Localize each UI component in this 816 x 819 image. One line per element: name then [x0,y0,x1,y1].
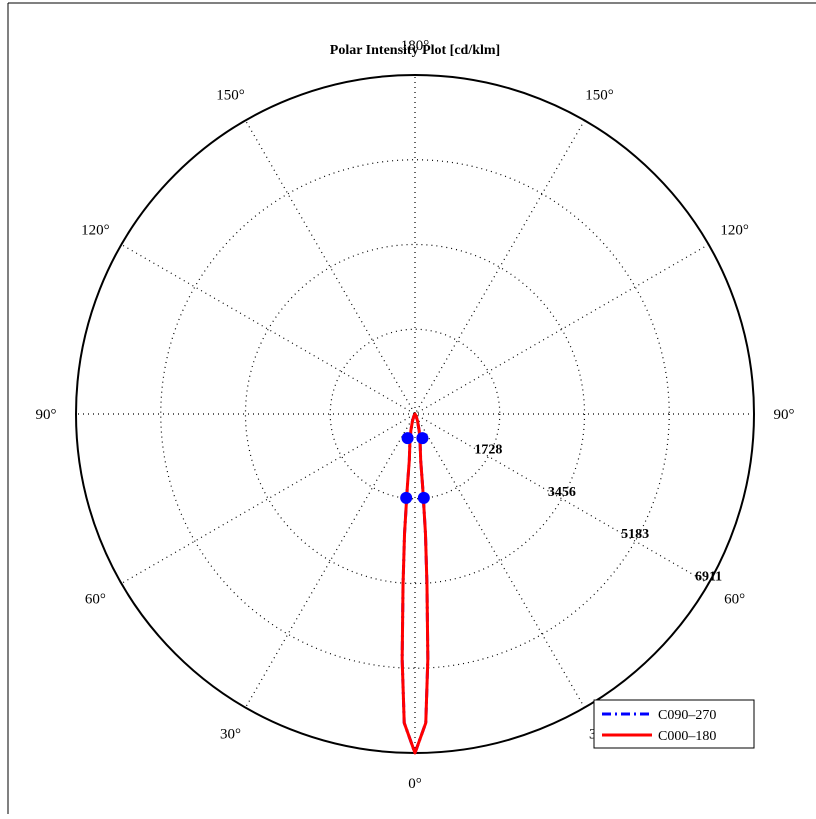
legend: C090–270 C000–180 [593,699,755,749]
ring-label-5183: 5183 [621,527,649,542]
legend-label-c000-180: C000–180 [658,729,716,744]
ring-label-6911: 6911 [695,570,722,585]
grid-spoke-30 [244,120,586,708]
marker-layer [400,432,430,504]
angle-label-10: 150° [216,87,245,103]
chart-title: Polar Intensity Plot [cd/klm] [330,43,500,58]
angle-label-6: 90° [36,407,57,423]
angle-label-5: 90° [774,407,795,423]
grid-layer [76,75,754,753]
angle-label-2: 30° [220,727,241,743]
grid-spoke-120 [121,243,709,585]
grid-ring-3 [160,159,670,669]
angle-label-0: 0° [408,776,422,792]
ring-label-3456: 3456 [548,485,576,500]
angle-label-7: 120° [720,223,749,239]
angle-label-8: 120° [81,223,110,239]
angle-label-4: 60° [85,592,106,608]
marker-point-1 [401,432,414,445]
legend-label-c090-270: C090–270 [658,708,716,723]
angle-label-11: 180° [401,38,430,54]
legend-box [593,699,755,749]
ring-labels: 1728 3456 5183 6911 [474,442,722,584]
angle-label-9: 150° [585,87,614,103]
ring-label-1728: 1728 [474,442,502,457]
angle-labels: 0°30°30°60°60°90°90°120°120°150°150°180° [36,38,795,792]
marker-point-2 [417,491,430,504]
grid-ring-1 [329,328,501,500]
grid-ring-2 [244,243,586,585]
grid-spoke-60 [121,243,709,585]
angle-label-3: 60° [724,592,745,608]
marker-point-0 [416,432,429,445]
marker-point-3 [400,491,413,504]
